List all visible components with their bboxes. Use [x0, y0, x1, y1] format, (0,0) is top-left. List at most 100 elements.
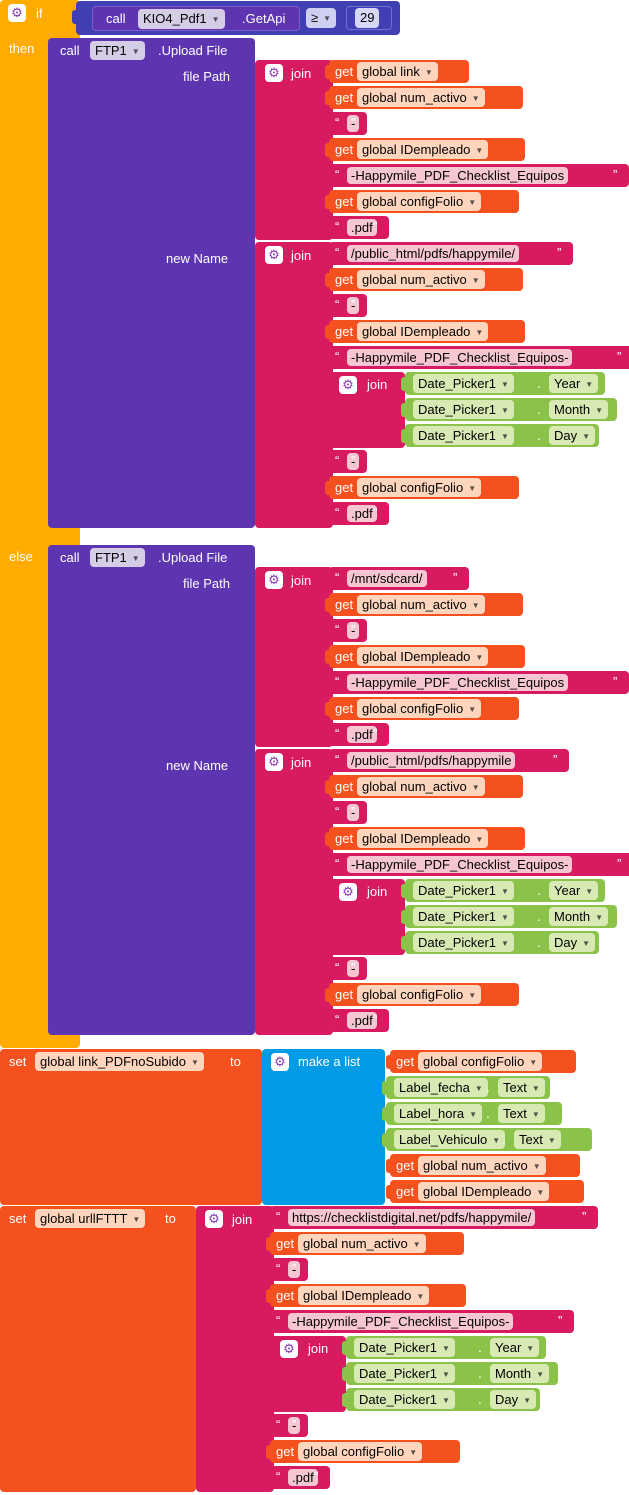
variable-dropdown[interactable]: global num_activo ▼: [357, 595, 485, 614]
component-dropdown[interactable]: Date_Picker1 ▼: [354, 1364, 455, 1383]
variable-dropdown[interactable]: global num_activo ▼: [357, 777, 485, 796]
text-value[interactable]: -Happymile_PDF_Checklist_Equipos: [347, 674, 569, 691]
text-value[interactable]: /public_html/pdfs/happymile/: [347, 245, 520, 262]
text-value[interactable]: .pdf: [288, 1469, 318, 1486]
text-value[interactable]: .pdf: [347, 1012, 377, 1029]
component-dropdown[interactable]: Date_Picker1 ▼: [413, 426, 514, 445]
text-value[interactable]: .pdf: [347, 726, 377, 743]
gear-icon[interactable]: ⚙: [265, 753, 283, 771]
text-value[interactable]: .pdf: [347, 219, 377, 236]
component-dropdown[interactable]: FTP1 ▼: [90, 41, 145, 60]
text-value[interactable]: -: [288, 1261, 301, 1278]
text-value[interactable]: -Happymile_PDF_Checklist_Equipos-: [347, 349, 573, 366]
text-value[interactable]: -: [347, 622, 360, 639]
text-value[interactable]: /public_html/pdfs/happymile: [347, 752, 516, 769]
text-value[interactable]: -: [347, 453, 360, 470]
variable-dropdown[interactable]: global configFolio ▼: [357, 478, 482, 497]
variable-dropdown[interactable]: global configFolio ▼: [357, 192, 482, 211]
ftp-upload-call-block[interactable]: [48, 545, 255, 1035]
variable-dropdown[interactable]: global IDempleado ▼: [357, 322, 489, 341]
variable-dropdown[interactable]: global IDempleado ▼: [357, 647, 489, 666]
variable-dropdown[interactable]: global link ▼: [357, 62, 438, 81]
set-variable-block[interactable]: [0, 1049, 262, 1205]
gear-icon[interactable]: ⚙: [265, 64, 283, 82]
chevron-down-icon: ▼: [442, 1344, 450, 1354]
gear-icon[interactable]: ⚙: [8, 4, 26, 22]
property-dropdown[interactable]: Year ▼: [549, 881, 599, 900]
text-value[interactable]: -Happymile_PDF_Checklist_Equipos: [347, 167, 569, 184]
join-block[interactable]: [255, 749, 333, 1035]
ftp-upload-call-block[interactable]: [48, 38, 255, 528]
variable-dropdown[interactable]: global num_activo ▼: [357, 88, 485, 107]
text-value[interactable]: https://checklistdigital.net/pdfs/happym…: [288, 1209, 536, 1226]
variable-dropdown[interactable]: global IDempleado ▼: [418, 1182, 550, 1201]
variable-dropdown[interactable]: global IDempleado ▼: [298, 1286, 430, 1305]
gear-icon[interactable]: ⚙: [265, 571, 283, 589]
component-name: FTP1: [95, 550, 127, 565]
property-dropdown[interactable]: Text ▼: [498, 1104, 545, 1123]
make-a-list-block[interactable]: [262, 1049, 385, 1205]
property-dropdown[interactable]: Year ▼: [490, 1338, 540, 1357]
get-label: get: [335, 142, 354, 157]
property-dropdown[interactable]: Text ▼: [514, 1130, 561, 1149]
variable-dropdown[interactable]: global IDempleado ▼: [357, 140, 489, 159]
property-dropdown[interactable]: Day ▼: [549, 933, 596, 952]
text-value[interactable]: -: [347, 297, 360, 314]
component-dropdown[interactable]: Date_Picker1 ▼: [413, 374, 514, 393]
gear-icon[interactable]: ⚙: [339, 376, 357, 394]
variable-dropdown[interactable]: global num_activo ▼: [357, 270, 485, 289]
component-dropdown[interactable]: Date_Picker1 ▼: [354, 1338, 455, 1357]
gear-icon[interactable]: ⚙: [280, 1340, 298, 1358]
variable-dropdown[interactable]: global num_activo ▼: [298, 1234, 426, 1253]
text-content: /public_html/pdfs/happymile: [351, 753, 512, 768]
open-quote: “: [276, 1209, 281, 1224]
property-dropdown[interactable]: Day ▼: [549, 426, 596, 445]
property-dropdown[interactable]: Month ▼: [549, 400, 609, 419]
text-value[interactable]: -: [347, 960, 360, 977]
text-value[interactable]: .pdf: [347, 505, 377, 522]
gear-icon[interactable]: ⚙: [271, 1053, 289, 1071]
make-a-list-label: make a list: [298, 1054, 361, 1069]
component-dropdown[interactable]: Date_Picker1 ▼: [413, 933, 514, 952]
operator-dropdown[interactable]: ≥ ▼: [306, 8, 337, 28]
component-dropdown[interactable]: FTP1 ▼: [90, 548, 145, 567]
variable-dropdown[interactable]: global configFolio ▼: [357, 985, 482, 1004]
gear-icon[interactable]: ⚙: [205, 1210, 223, 1228]
gear-icon[interactable]: ⚙: [339, 883, 357, 901]
variable-dropdown[interactable]: global configFolio ▼: [298, 1442, 423, 1461]
join-block[interactable]: [255, 567, 333, 747]
variable-dropdown[interactable]: global configFolio ▼: [357, 699, 482, 718]
text-value[interactable]: /mnt/sdcard/: [347, 570, 427, 587]
property-dropdown[interactable]: Text ▼: [498, 1078, 545, 1097]
component-dropdown[interactable]: Date_Picker1 ▼: [413, 881, 514, 900]
text-value[interactable]: -: [288, 1417, 301, 1434]
component-dropdown[interactable]: Date_Picker1 ▼: [413, 400, 514, 419]
variable-dropdown[interactable]: global configFolio ▼: [418, 1052, 543, 1071]
variable-dropdown[interactable]: global num_activo ▼: [418, 1156, 546, 1175]
component-dropdown[interactable]: Label_hora ▼: [394, 1104, 482, 1123]
component-dropdown[interactable]: Date_Picker1 ▼: [354, 1390, 455, 1409]
text-value[interactable]: -: [347, 804, 360, 821]
join-block[interactable]: [255, 60, 333, 240]
set-variable-block[interactable]: [0, 1206, 196, 1492]
text-value[interactable]: -: [347, 115, 360, 132]
component-dropdown[interactable]: KIO4_Pdf1 ▼: [138, 9, 225, 29]
component-dropdown[interactable]: Label_Vehiculo ▼: [394, 1130, 506, 1149]
component-dropdown[interactable]: Label_fecha ▼: [394, 1078, 488, 1097]
open-quote: “: [335, 167, 340, 182]
variable-dropdown[interactable]: global IDempleado ▼: [357, 829, 489, 848]
property-dropdown[interactable]: Month ▼: [490, 1364, 550, 1383]
variable-dropdown[interactable]: global link_PDFnoSubido ▼: [35, 1052, 204, 1071]
component-dropdown[interactable]: Date_Picker1 ▼: [413, 907, 514, 926]
join-block[interactable]: [255, 242, 333, 528]
property-dropdown[interactable]: Month ▼: [549, 907, 609, 926]
gear-icon[interactable]: ⚙: [265, 246, 283, 264]
property-dropdown[interactable]: Day ▼: [490, 1390, 537, 1409]
join-block[interactable]: [196, 1206, 274, 1492]
get-label: get: [335, 831, 354, 846]
variable-dropdown[interactable]: global urllFTTT ▼: [35, 1209, 146, 1228]
property-dropdown[interactable]: Year ▼: [549, 374, 599, 393]
text-value[interactable]: -Happymile_PDF_Checklist_Equipos-: [347, 856, 573, 873]
text-value[interactable]: -Happymile_PDF_Checklist_Equipos-: [288, 1313, 514, 1330]
number-value[interactable]: 29: [355, 8, 380, 28]
